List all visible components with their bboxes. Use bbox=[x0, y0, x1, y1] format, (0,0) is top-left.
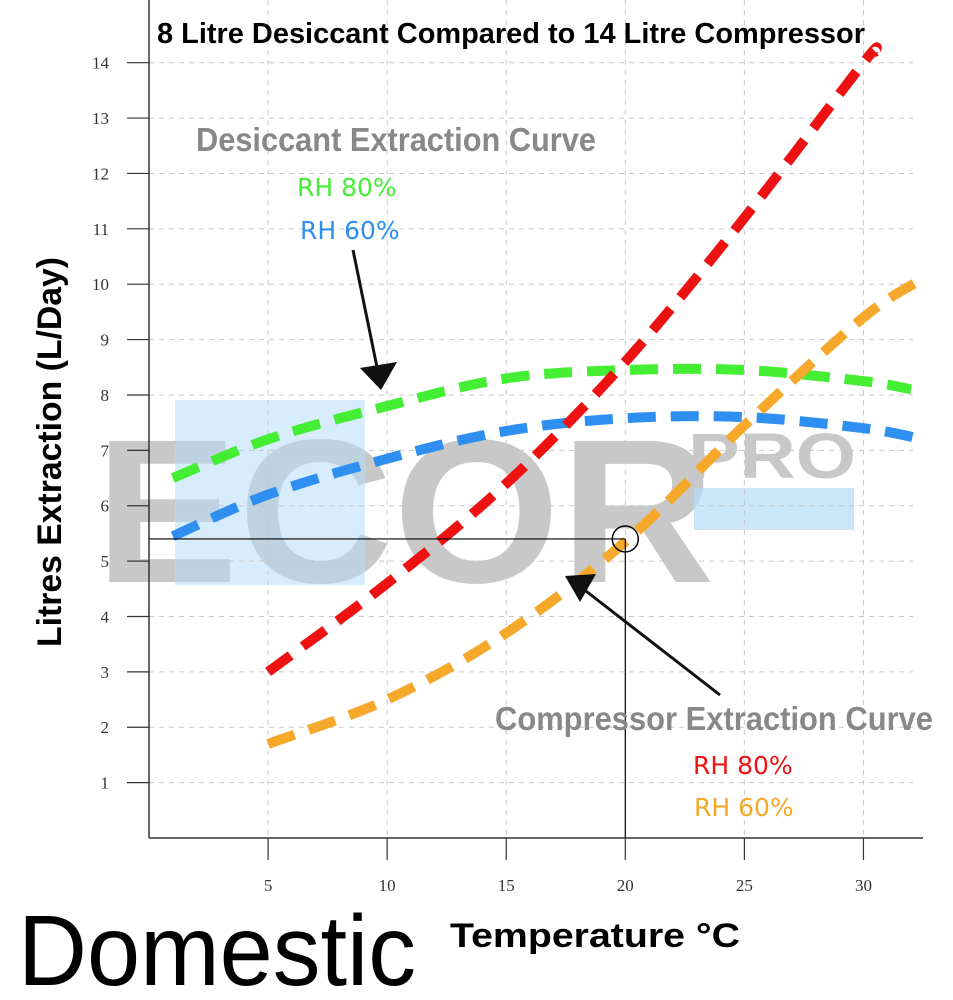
y-tick-label: 6 bbox=[101, 497, 110, 516]
y-tick-label: 3 bbox=[101, 663, 110, 682]
y-tick-label: 12 bbox=[92, 164, 109, 183]
reference-circle bbox=[611, 525, 640, 553]
x-tick-label: 10 bbox=[379, 876, 396, 895]
x-tick-label: 5 bbox=[264, 876, 273, 895]
y-tick-label: 7 bbox=[101, 441, 110, 460]
y-tick-label: 1 bbox=[101, 774, 110, 793]
y-tick-label: 14 bbox=[92, 54, 110, 73]
x-tick-label: 30 bbox=[855, 876, 872, 895]
y-tick-label: 2 bbox=[101, 718, 110, 737]
compressor-rh80-curve bbox=[265, 42, 882, 676]
y-tick-label: 4 bbox=[101, 607, 110, 626]
compressor-heading: Compressor Extraction Curve bbox=[495, 700, 933, 737]
compressor-rh80-label: RH 80% bbox=[693, 751, 793, 780]
desiccant-rh60-label: RH 60% bbox=[300, 216, 400, 245]
y-tick-label: 10 bbox=[92, 275, 109, 294]
chart-title: 8 Litre Desiccant Compared to 14 Litre C… bbox=[157, 18, 865, 50]
x-tick-label: 25 bbox=[736, 876, 753, 895]
watermark-main-text: ECOR bbox=[95, 397, 715, 626]
y-tick-label: 11 bbox=[93, 220, 109, 239]
axes bbox=[148, 0, 923, 839]
watermark-underline-bar bbox=[694, 488, 854, 530]
desiccant-heading: Desiccant Extraction Curve bbox=[196, 121, 596, 158]
domestic-caption: Domestic bbox=[18, 895, 416, 1000]
desiccant-arrow bbox=[351, 249, 397, 390]
x-axis-label: Temperature °C bbox=[450, 917, 740, 955]
grid bbox=[149, 0, 913, 838]
y-tick-label: 8 bbox=[101, 386, 110, 405]
y-axis-label: Litres Extraction (L/Day) bbox=[31, 257, 69, 647]
y-tick-label: 9 bbox=[101, 331, 110, 350]
compressor-rh60-label: RH 60% bbox=[694, 793, 794, 822]
desiccant-rh80-label: RH 80% bbox=[297, 173, 397, 202]
y-tick-label: 5 bbox=[101, 552, 110, 571]
desiccant-rh60-curve bbox=[170, 411, 924, 541]
compressor-arrow bbox=[565, 574, 721, 697]
x-tick-label: 15 bbox=[498, 876, 515, 895]
x-tick-label: 20 bbox=[617, 876, 634, 895]
y-tick-label: 13 bbox=[92, 109, 109, 128]
desiccant-rh80-curve bbox=[170, 363, 913, 483]
reference-layer bbox=[149, 525, 640, 838]
